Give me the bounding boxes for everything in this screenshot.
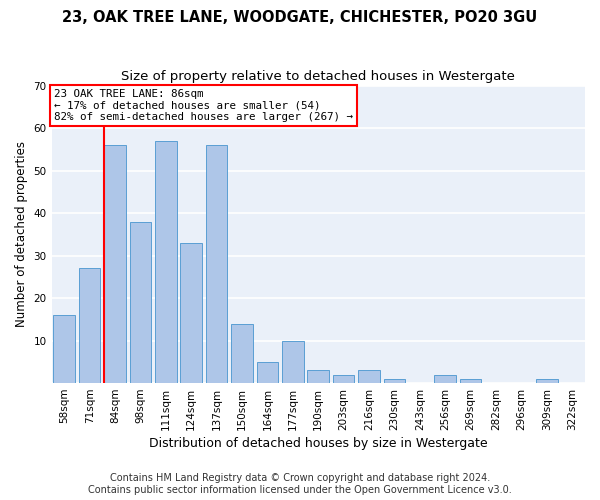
- Bar: [231, 324, 253, 383]
- Y-axis label: Number of detached properties: Number of detached properties: [15, 142, 28, 328]
- Bar: [307, 370, 329, 383]
- Bar: [536, 379, 557, 383]
- Bar: [79, 268, 100, 383]
- Bar: [155, 141, 176, 383]
- Bar: [130, 222, 151, 383]
- Bar: [460, 379, 481, 383]
- Bar: [257, 362, 278, 383]
- Bar: [434, 374, 456, 383]
- X-axis label: Distribution of detached houses by size in Westergate: Distribution of detached houses by size …: [149, 437, 488, 450]
- Bar: [104, 145, 126, 383]
- Text: Contains HM Land Registry data © Crown copyright and database right 2024.
Contai: Contains HM Land Registry data © Crown c…: [88, 474, 512, 495]
- Bar: [53, 315, 75, 383]
- Bar: [333, 374, 355, 383]
- Bar: [282, 340, 304, 383]
- Bar: [358, 370, 380, 383]
- Text: 23, OAK TREE LANE, WOODGATE, CHICHESTER, PO20 3GU: 23, OAK TREE LANE, WOODGATE, CHICHESTER,…: [62, 10, 538, 25]
- Bar: [206, 145, 227, 383]
- Bar: [383, 379, 405, 383]
- Title: Size of property relative to detached houses in Westergate: Size of property relative to detached ho…: [121, 70, 515, 83]
- Bar: [181, 243, 202, 383]
- Text: 23 OAK TREE LANE: 86sqm
← 17% of detached houses are smaller (54)
82% of semi-de: 23 OAK TREE LANE: 86sqm ← 17% of detache…: [54, 88, 353, 122]
